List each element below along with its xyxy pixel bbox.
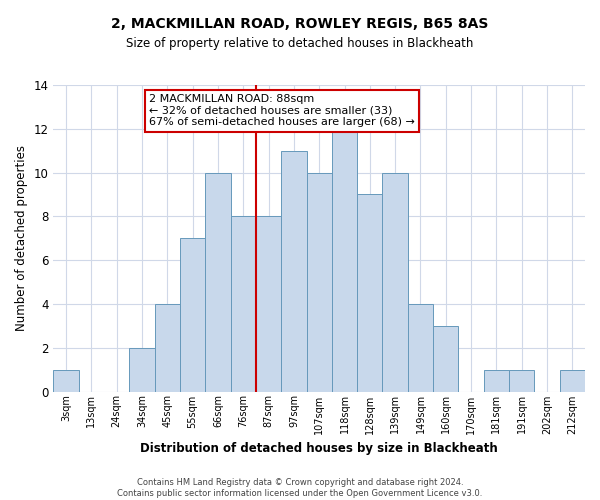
Text: 2 MACKMILLAN ROAD: 88sqm
← 32% of detached houses are smaller (33)
67% of semi-d: 2 MACKMILLAN ROAD: 88sqm ← 32% of detach… — [149, 94, 415, 128]
Bar — [509, 370, 535, 392]
Bar — [560, 370, 585, 392]
Y-axis label: Number of detached properties: Number of detached properties — [15, 146, 28, 332]
Bar — [230, 216, 256, 392]
Bar — [433, 326, 458, 392]
Bar — [155, 304, 180, 392]
Bar — [281, 150, 307, 392]
Bar — [332, 129, 357, 392]
Bar — [382, 172, 408, 392]
Bar — [130, 348, 155, 392]
Bar — [180, 238, 205, 392]
X-axis label: Distribution of detached houses by size in Blackheath: Distribution of detached houses by size … — [140, 442, 498, 455]
Bar — [53, 370, 79, 392]
Text: Size of property relative to detached houses in Blackheath: Size of property relative to detached ho… — [127, 38, 473, 51]
Bar — [484, 370, 509, 392]
Bar — [256, 216, 281, 392]
Text: Contains HM Land Registry data © Crown copyright and database right 2024.
Contai: Contains HM Land Registry data © Crown c… — [118, 478, 482, 498]
Text: 2, MACKMILLAN ROAD, ROWLEY REGIS, B65 8AS: 2, MACKMILLAN ROAD, ROWLEY REGIS, B65 8A… — [112, 18, 488, 32]
Bar — [205, 172, 230, 392]
Bar — [307, 172, 332, 392]
Bar — [408, 304, 433, 392]
Bar — [357, 194, 382, 392]
